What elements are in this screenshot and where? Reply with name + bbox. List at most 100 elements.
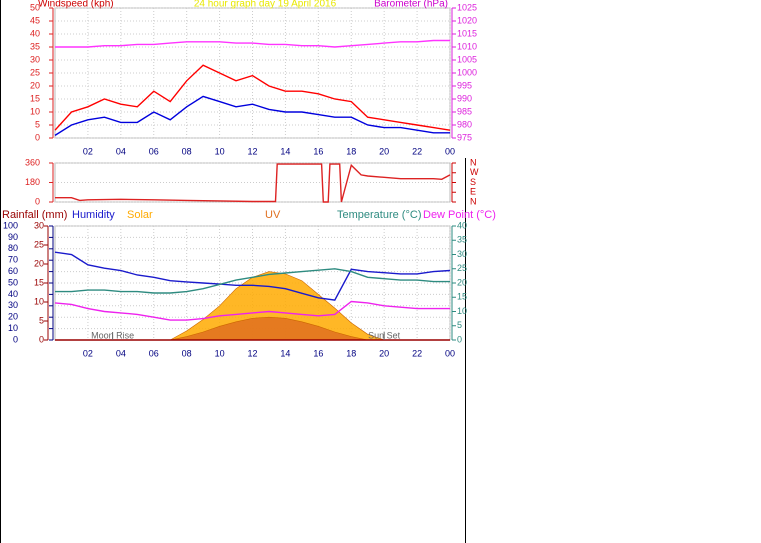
y2-tick-label: 980	[457, 119, 472, 129]
y3-tick-label: 20	[34, 258, 44, 268]
legend-entry: UV	[265, 209, 281, 221]
line	[54, 300, 450, 321]
y3-tick-label: 30	[34, 220, 44, 230]
y-tick-label: 10	[30, 106, 40, 116]
y-tick-label: 35	[30, 41, 40, 51]
x-tick-label: 20	[379, 146, 389, 156]
legend-entry: Dew Point (°C)	[423, 209, 496, 221]
x-tick-label: 10	[215, 146, 225, 156]
x-tick-label: 04	[116, 146, 126, 156]
y2-tick-label: 995	[457, 80, 472, 90]
x-tick-label: 00	[445, 146, 455, 156]
y-axis-title: Windspeed (kph)	[38, 0, 114, 10]
x-tick-label: 22	[412, 146, 422, 156]
x-tick-label: 18	[346, 146, 356, 156]
y2-axis-title: Barometer (hPa)	[374, 0, 448, 10]
annotation: Moon Rise	[91, 330, 134, 340]
x-tick-label: 22	[412, 348, 422, 358]
y2-tick-label: 30	[457, 249, 467, 259]
y2-tick-label: 1020	[457, 15, 477, 25]
y-tick-label: 360	[25, 157, 40, 167]
y2-tick-label: N	[470, 196, 477, 206]
line	[54, 95, 450, 136]
y3-tick-label: 0	[39, 334, 44, 344]
y-tick-label: 45	[30, 15, 40, 25]
y-tick-label: 50	[30, 2, 40, 12]
y-tick-label: 40	[30, 28, 40, 38]
y-tick-label: 90	[8, 232, 18, 242]
legend-entry: Temperature (°C)	[337, 209, 421, 221]
legend-entry: Rainfall (mm)	[2, 209, 67, 221]
y2-tick-label: 0	[457, 334, 462, 344]
y2-tick-label: 10	[457, 306, 467, 316]
x-tick-label: 16	[313, 146, 323, 156]
y3-tick-label: 25	[34, 239, 44, 249]
y-tick-label: 10	[8, 323, 18, 333]
x-tick-label: 04	[116, 348, 126, 358]
y2-tick-label: W	[470, 167, 479, 177]
x-tick-label: 06	[149, 146, 159, 156]
y2-tick-label: 40	[457, 220, 467, 230]
x-tick-label: 08	[182, 348, 192, 358]
y-tick-label: 5	[35, 119, 40, 129]
y-tick-label: 0	[35, 196, 40, 206]
annotation: Sun Set	[368, 330, 401, 340]
line	[55, 163, 451, 203]
line	[55, 39, 450, 48]
y-tick-label: 30	[30, 54, 40, 64]
line	[54, 64, 451, 131]
y2-tick-label: S	[470, 177, 476, 187]
y3-tick-label: 15	[34, 277, 44, 287]
y2-tick-label: 1010	[457, 41, 477, 51]
x-tick-label: 20	[379, 348, 389, 358]
x-tick-label: 16	[313, 348, 323, 358]
line	[54, 251, 451, 301]
line	[55, 268, 450, 294]
y2-tick-label: 15	[457, 292, 467, 302]
x-tick-label: 06	[149, 348, 159, 358]
x-tick-label: 14	[280, 348, 290, 358]
y-tick-label: 180	[25, 177, 40, 187]
y2-tick-label: 1005	[457, 54, 477, 64]
y2-tick-label: 1025	[457, 2, 477, 12]
y2-tick-label: 975	[457, 132, 472, 142]
y-tick-label: 20	[8, 312, 18, 322]
y-tick-label: 70	[8, 255, 18, 265]
y2-tick-label: E	[470, 187, 476, 197]
chart-title: 24 hour graph day 19 April 2016	[194, 0, 337, 10]
y2-tick-label: N	[470, 157, 477, 167]
y-tick-label: 0	[35, 132, 40, 142]
y2-tick-label: 35	[457, 235, 467, 245]
y-tick-label: 25	[30, 67, 40, 77]
plot-area	[54, 7, 451, 139]
legend-entry: Solar	[127, 209, 153, 221]
x-tick-label: 14	[280, 146, 290, 156]
x-tick-label: 18	[346, 348, 356, 358]
x-tick-label: 08	[182, 146, 192, 156]
x-tick-label: 12	[247, 146, 257, 156]
x-tick-label: 10	[215, 348, 225, 358]
y2-tick-label: 985	[457, 106, 472, 116]
legend-entry: Humidity	[72, 209, 115, 221]
y-tick-label: 0	[13, 334, 18, 344]
y2-tick-label: 20	[457, 277, 467, 287]
plot-area	[54, 162, 451, 203]
y-tick-label: 30	[8, 300, 18, 310]
y-tick-label: 40	[8, 289, 18, 299]
y-tick-label: 100	[3, 220, 18, 230]
y2-tick-label: 1000	[457, 67, 477, 77]
y-tick-label: 15	[30, 93, 40, 103]
y2-tick-label: 990	[457, 93, 472, 103]
y-tick-label: 80	[8, 243, 18, 253]
y-tick-label: 60	[8, 266, 18, 276]
x-tick-label: 02	[83, 348, 93, 358]
x-tick-label: 02	[83, 146, 93, 156]
x-tick-label: 00	[445, 348, 455, 358]
y3-tick-label: 10	[34, 296, 44, 306]
y2-tick-label: 25	[457, 263, 467, 273]
y-tick-label: 20	[30, 80, 40, 90]
y-tick-label: 50	[8, 277, 18, 287]
y3-tick-label: 5	[39, 315, 44, 325]
y2-tick-label: 1015	[457, 28, 477, 38]
